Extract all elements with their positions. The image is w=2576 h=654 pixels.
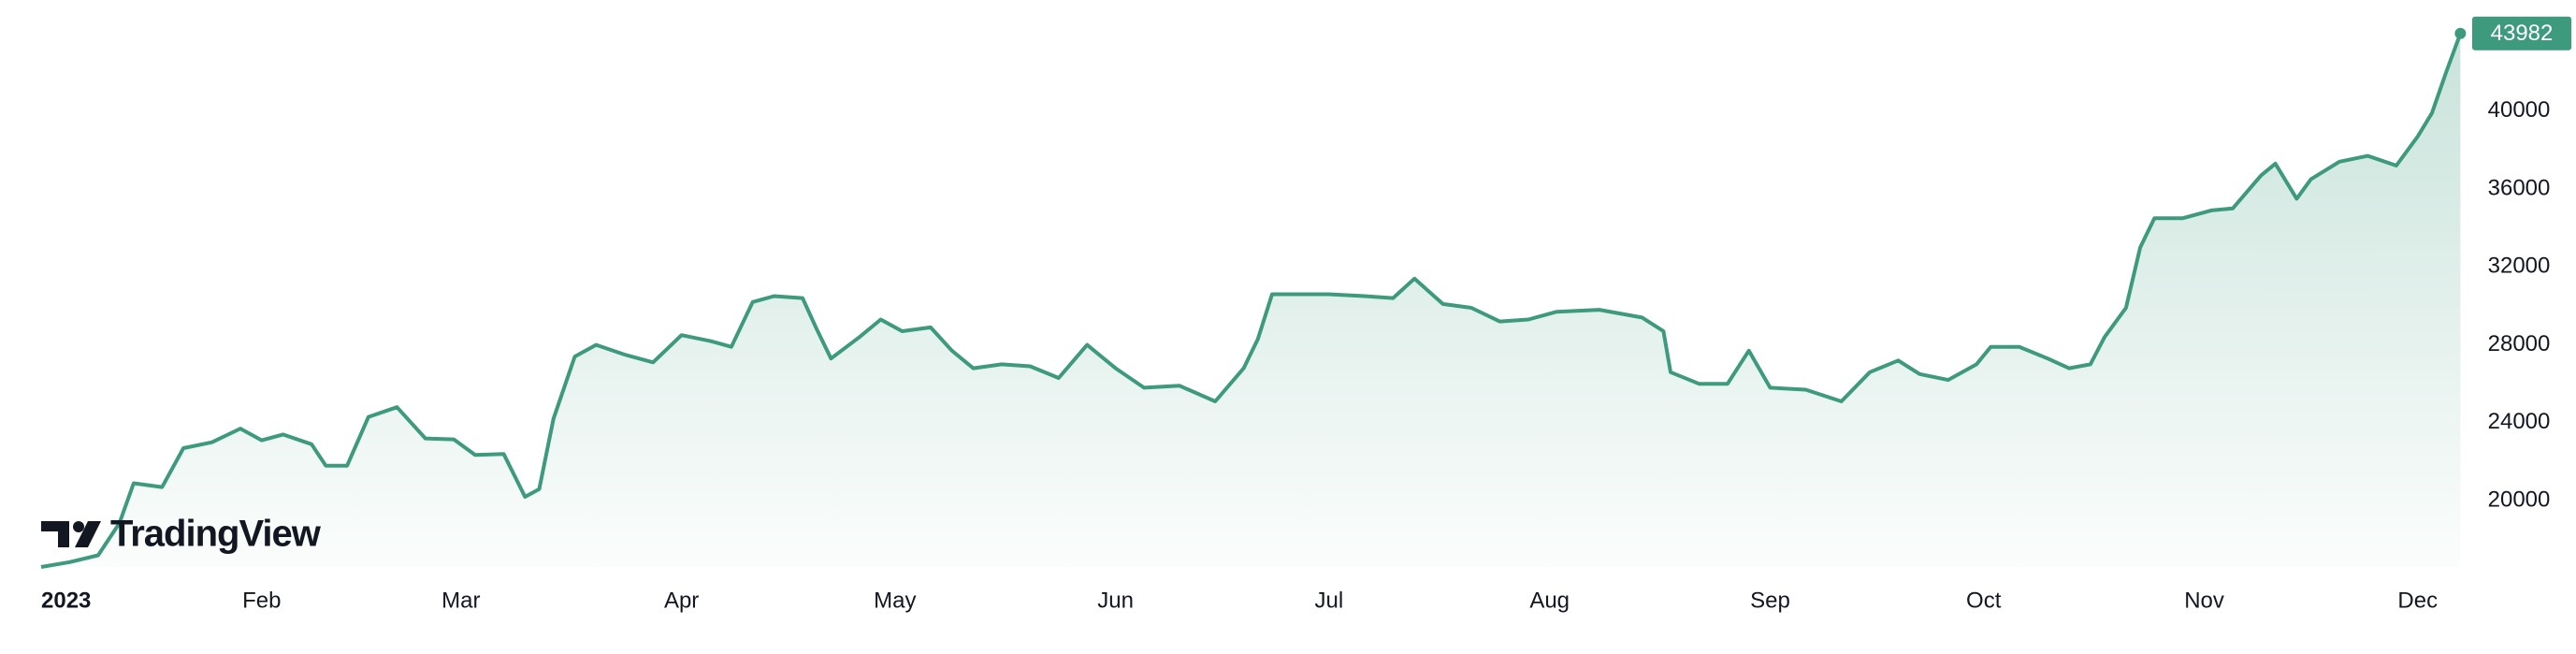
y-tick-label: 36000 — [2488, 175, 2551, 200]
x-tick-label: Nov — [2184, 588, 2224, 613]
y-tick-label: 40000 — [2488, 97, 2551, 123]
x-tick-label: Feb — [242, 588, 281, 613]
y-tick-label: 24000 — [2488, 409, 2551, 434]
line — [40, 33, 2463, 569]
last-point — [2454, 27, 2467, 39]
x-tick-label: Jun — [1097, 588, 1134, 613]
y-tick-label: 20000 — [2488, 487, 2551, 513]
last-value-box — [2472, 16, 2571, 51]
x-tick-label: Dec — [2397, 588, 2438, 613]
x-tick-label: May — [874, 588, 916, 613]
logo: TradingView — [41, 514, 323, 555]
x-tick-label: Mar — [441, 588, 480, 613]
x-tick-label: Aug — [1529, 588, 1570, 613]
x-tick-label: Apr — [664, 588, 699, 613]
watermark: TradingView — [110, 514, 322, 555]
x-tick-label: Jul — [1315, 588, 1344, 613]
y-tick-label: 28000 — [2488, 331, 2551, 356]
x-tick-label: Oct — [1966, 588, 2002, 613]
y-tick-label: 32000 — [2488, 254, 2551, 279]
x-tick-label: 2023 — [41, 588, 91, 613]
area — [41, 33, 2461, 568]
x-tick-label: Sep — [1750, 588, 1790, 613]
last-value-label: 43982 — [2491, 21, 2554, 46]
